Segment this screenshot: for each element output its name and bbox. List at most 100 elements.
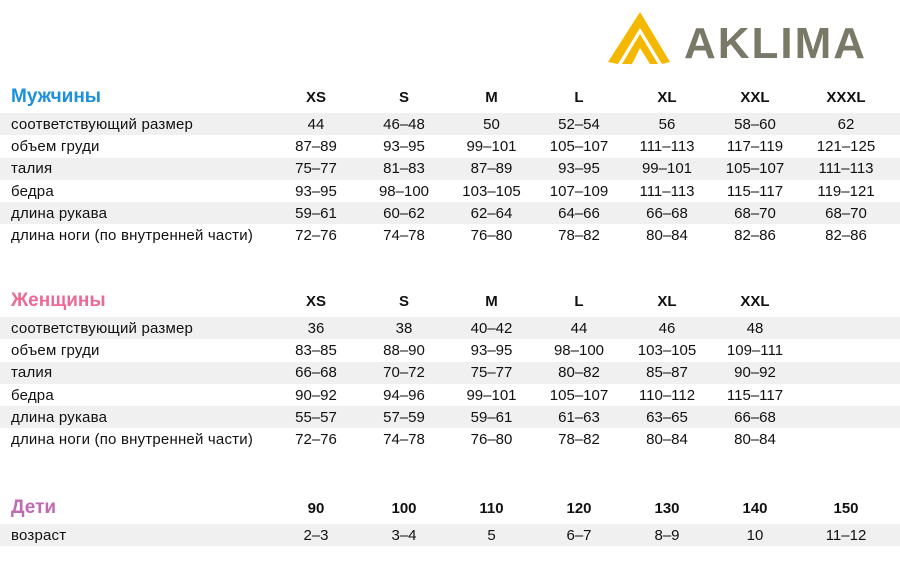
table-cell: 62–64 — [470, 204, 513, 222]
row-label: соответствующий размер — [11, 319, 194, 337]
table-cell: 36 — [307, 319, 325, 337]
table-cell: 74–78 — [383, 431, 425, 449]
table-cell: 103–105 — [462, 182, 521, 200]
table-cell: 6–7 — [566, 526, 592, 544]
table-cell: 40–42 — [470, 319, 513, 337]
table-cell: 74–78 — [383, 227, 425, 245]
table-cell: 110–112 — [638, 386, 696, 404]
aklima-logo: AKLIMA — [604, 8, 894, 74]
row-label: длина ноги (по внутренней части) — [11, 227, 254, 245]
table-cell: 93–95 — [558, 160, 600, 178]
kids-size-table: Дети 90 100 110 120 130 140 150 возраст 2–3 3–4 5… — [0, 492, 900, 547]
table-cell: 2–3 — [303, 526, 329, 544]
table-cell: 81–83 — [383, 160, 425, 178]
table-cell: 99–101 — [466, 137, 517, 155]
size-header: M — [485, 292, 498, 310]
table-cell: 105–107 — [549, 137, 609, 155]
table-cell: 59–61 — [470, 408, 513, 426]
table-cell: 83–85 — [295, 341, 337, 359]
table-cell: 90–92 — [734, 364, 776, 382]
table-row: объем груди 87–89 93–95 99–101 105–107 111–11… — [0, 135, 900, 157]
table-cell: 93–95 — [295, 182, 337, 200]
table-cell: 98–100 — [378, 182, 430, 200]
table-cell: 72–76 — [295, 431, 337, 449]
table-cell: 99–101 — [641, 160, 693, 178]
size-header: 140 — [742, 499, 768, 517]
table-cell: 111–113 — [639, 137, 695, 155]
table-row: соответствующий размер 36 38 40–42 44 46 48 — [0, 317, 900, 340]
table-cell: 82–86 — [825, 227, 867, 245]
table-cell: 75–77 — [295, 160, 337, 178]
table-cell: 68–70 — [825, 204, 867, 222]
table-cell: 88–90 — [383, 341, 425, 359]
size-header: 100 — [391, 499, 417, 517]
women-header-row: Женщины XS S M L XL XXL — [0, 285, 900, 317]
row-label: объем груди — [11, 137, 100, 155]
table-cell: 94–96 — [383, 386, 425, 404]
table-cell: 93–95 — [383, 137, 425, 155]
table-cell: 58–60 — [734, 115, 776, 133]
size-header: XL — [657, 88, 677, 106]
table-cell: 56 — [658, 115, 676, 133]
size-header: M — [485, 88, 498, 106]
table-row: возраст 2–3 3–4 5 6–7 8–9 10 11–12 — [0, 524, 900, 547]
size-header: 90 — [307, 499, 325, 517]
table-cell: 44 — [307, 115, 325, 133]
size-header: 110 — [479, 499, 504, 517]
size-header: L — [574, 88, 584, 106]
row-label: соответствующий размер — [11, 115, 194, 133]
table-cell: 115–117 — [726, 182, 784, 200]
row-label: возраст — [11, 526, 67, 544]
svg-text:AKLIMA: AKLIMA — [684, 19, 867, 68]
table-cell: 103–105 — [637, 341, 697, 359]
table-cell: 80–84 — [646, 227, 688, 245]
row-label: бедра — [11, 182, 54, 200]
men-size-table: Мужчины XS S M L XL XXL XXXL соответствующий р… — [0, 81, 900, 247]
men-header-row: Мужчины XS S M L XL XXL XXXL — [0, 81, 900, 113]
table-row: длина ноги (по внутренней части) 72–76 74–… — [0, 428, 900, 450]
table-cell: 90–92 — [295, 386, 337, 404]
size-header: S — [398, 292, 409, 310]
table-row: соответствующий размер 44 46–48 50 52–54 56 58… — [0, 113, 900, 136]
table-cell: 64–66 — [558, 204, 600, 222]
table-cell: 85–87 — [646, 364, 688, 382]
table-row: бедра 93–95 98–100 103–105 107–109 111–113 115… — [0, 180, 900, 202]
table-cell: 105–107 — [725, 160, 785, 178]
size-header: XS — [305, 292, 326, 310]
table-cell: 121–125 — [816, 137, 876, 155]
table-cell: 66–68 — [646, 204, 688, 222]
table-row: бедра 90–92 94–96 99–101 105–107 110–112 115–1… — [0, 384, 900, 406]
table-cell: 70–72 — [383, 364, 425, 382]
table-cell: 55–57 — [295, 408, 337, 426]
table-cell: 109–111 — [726, 341, 784, 359]
table-cell: 80–82 — [558, 364, 600, 382]
table-cell: 80–84 — [646, 431, 688, 449]
table-cell: 44 — [570, 319, 588, 337]
table-row: талия 66–68 70–72 75–77 80–82 85–87 90–92 — [0, 361, 900, 384]
row-label: объем груди — [11, 341, 100, 359]
size-header: XL — [657, 292, 677, 310]
kids-header-row: Дети 90 100 110 120 130 140 150 — [0, 492, 900, 524]
table-cell: 119–121 — [817, 182, 875, 200]
table-cell: 117–119 — [726, 137, 784, 155]
table-cell: 38 — [395, 319, 413, 337]
table-cell: 48 — [746, 319, 764, 337]
table-cell: 87–89 — [295, 137, 337, 155]
table-cell: 115–117 — [726, 386, 784, 404]
table-cell: 50 — [483, 115, 500, 133]
table-row: объем груди 83–85 88–90 93–95 98–100 103–105 1… — [0, 339, 900, 361]
size-header: 120 — [566, 499, 592, 517]
row-label: бедра — [11, 386, 54, 404]
table-cell: 46 — [658, 319, 676, 337]
table-cell: 10 — [746, 526, 764, 544]
table-cell: 60–62 — [383, 204, 425, 222]
row-label: талия — [11, 160, 53, 178]
table-cell: 105–107 — [549, 386, 609, 404]
table-cell: 75–77 — [470, 364, 513, 382]
women-size-table: Женщины XS S M L XL XXL соответствующий разме… — [0, 285, 900, 451]
table-cell: 61–63 — [558, 408, 600, 426]
table-row: длина ноги (по внутренней части) 72–76 74–… — [0, 224, 900, 246]
table-cell: 99–101 — [466, 386, 517, 404]
size-header: XXXL — [826, 88, 866, 106]
row-label: длина ноги (по внутренней части) — [11, 431, 254, 449]
